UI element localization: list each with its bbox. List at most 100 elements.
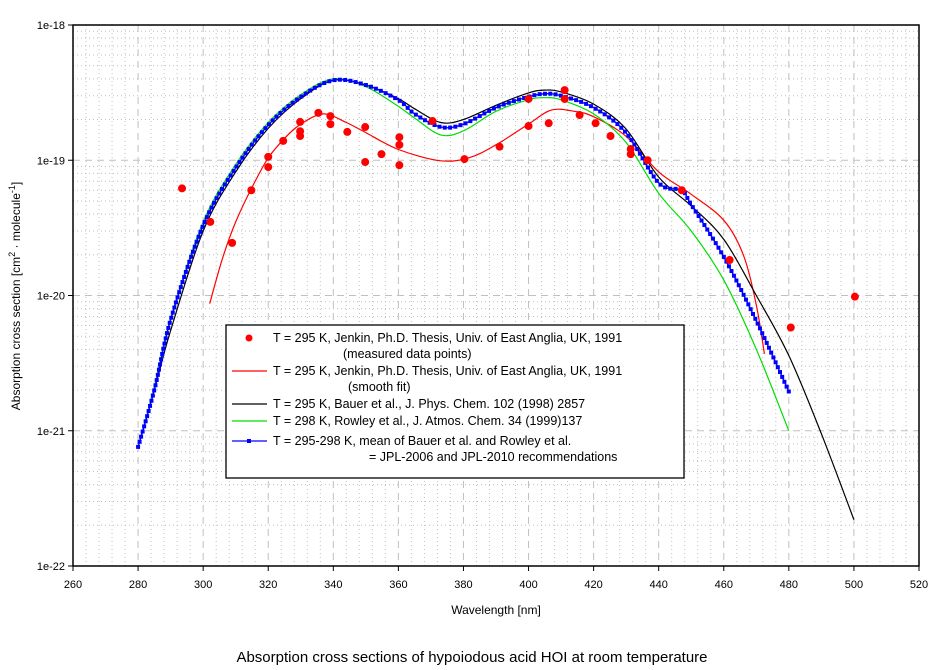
- series-marker: [202, 220, 207, 225]
- series-marker: [160, 351, 165, 356]
- series-marker: [263, 126, 268, 131]
- legend-marker: [245, 334, 253, 342]
- series-marker: [169, 315, 174, 320]
- series-marker: [741, 292, 746, 297]
- series-marker: [739, 288, 744, 293]
- data-point: [544, 119, 553, 128]
- series-marker: [294, 97, 299, 102]
- series-marker: [393, 96, 398, 101]
- series-marker: [593, 106, 598, 111]
- legend-label: T = 295 K, Jenkin, Ph.D. Thesis, Univ. o…: [273, 364, 622, 378]
- series-marker: [243, 151, 248, 156]
- series-marker: [196, 234, 201, 239]
- series-marker: [270, 118, 275, 123]
- series-marker: [607, 115, 612, 120]
- series-marker: [705, 227, 710, 232]
- legend-item: T = 295 K, Bauer et al., J. Phys. Chem. …: [232, 397, 585, 411]
- series-marker: [762, 336, 767, 341]
- series-marker: [212, 200, 217, 205]
- series-marker: [553, 92, 558, 97]
- x-tick-label: 500: [845, 579, 863, 591]
- x-tick-label: 300: [194, 579, 212, 591]
- legend-item: T = 295 K, Jenkin, Ph.D. Thesis, Univ. o…: [245, 331, 622, 361]
- series-marker: [290, 100, 295, 105]
- series-marker: [769, 350, 774, 355]
- data-point: [591, 119, 600, 128]
- series-marker: [388, 93, 393, 98]
- series-marker: [458, 123, 463, 128]
- series-marker: [574, 98, 579, 103]
- series-marker: [308, 88, 313, 93]
- series-marker: [137, 439, 142, 444]
- series-marker: [183, 269, 188, 274]
- series-marker: [401, 102, 406, 107]
- series-marker: [142, 424, 147, 429]
- series-marker: [668, 186, 673, 191]
- series-marker: [780, 374, 785, 379]
- series-marker: [432, 123, 437, 128]
- legend-label: T = 295-298 K, mean of Bauer et al. and …: [273, 434, 571, 448]
- series-marker: [409, 109, 414, 114]
- series-marker: [753, 316, 758, 321]
- series-marker: [149, 398, 154, 403]
- series-marker: [164, 331, 169, 336]
- series-marker: [162, 341, 167, 346]
- x-axis: 260 280 300 320 340 360 380 400 420 440 460 480 500 5…: [64, 566, 928, 591]
- series-marker: [155, 372, 160, 377]
- series-marker: [511, 99, 516, 104]
- data-point: [264, 152, 273, 161]
- data-point: [560, 86, 569, 95]
- series-marker: [713, 241, 718, 246]
- series-marker: [192, 244, 197, 249]
- series-marker: [282, 107, 287, 112]
- series-marker: [204, 215, 209, 220]
- legend-label: (measured data points): [343, 347, 472, 361]
- series-marker: [140, 429, 145, 434]
- data-point: [314, 108, 323, 117]
- series-marker: [231, 169, 236, 174]
- series-marker: [477, 114, 482, 119]
- y-axis: 1e-18 1e-19 1e-20 1e-21 1e-22: [37, 20, 73, 573]
- series-marker: [786, 389, 791, 394]
- data-point: [677, 186, 686, 195]
- series-marker: [327, 79, 332, 84]
- series-marker: [579, 99, 584, 104]
- series-marker: [207, 210, 212, 215]
- data-point: [643, 156, 652, 165]
- data-point: [377, 150, 386, 159]
- x-tick-label: 320: [259, 579, 277, 591]
- series-marker: [619, 125, 624, 130]
- series-3: [137, 77, 790, 448]
- series-marker: [148, 403, 153, 408]
- x-tick-label: 440: [650, 579, 668, 591]
- series-marker: [143, 419, 148, 424]
- series-marker: [198, 229, 203, 234]
- series-marker: [716, 245, 721, 250]
- series-marker: [501, 102, 506, 107]
- series-marker: [190, 249, 195, 254]
- data-point: [264, 163, 273, 172]
- series-marker: [496, 104, 501, 109]
- series-marker: [159, 357, 164, 362]
- series-marker: [491, 106, 496, 111]
- series-marker: [146, 409, 151, 414]
- series-marker: [645, 165, 650, 170]
- data-point: [786, 323, 795, 332]
- data-point: [178, 184, 187, 193]
- series-marker: [405, 105, 410, 110]
- series-marker: [537, 92, 542, 97]
- series-marker: [542, 91, 547, 96]
- series-marker: [615, 122, 620, 127]
- series-marker: [170, 310, 175, 315]
- series-marker: [506, 100, 511, 105]
- series-marker: [473, 116, 478, 121]
- series-0: [178, 86, 859, 332]
- data-point: [206, 217, 215, 226]
- series-line: [209, 108, 765, 354]
- series-marker: [373, 86, 378, 91]
- series-marker: [516, 97, 521, 102]
- series-marker: [453, 124, 458, 129]
- series-marker: [626, 133, 631, 138]
- y-axis-label-sup2: -1: [7, 185, 17, 193]
